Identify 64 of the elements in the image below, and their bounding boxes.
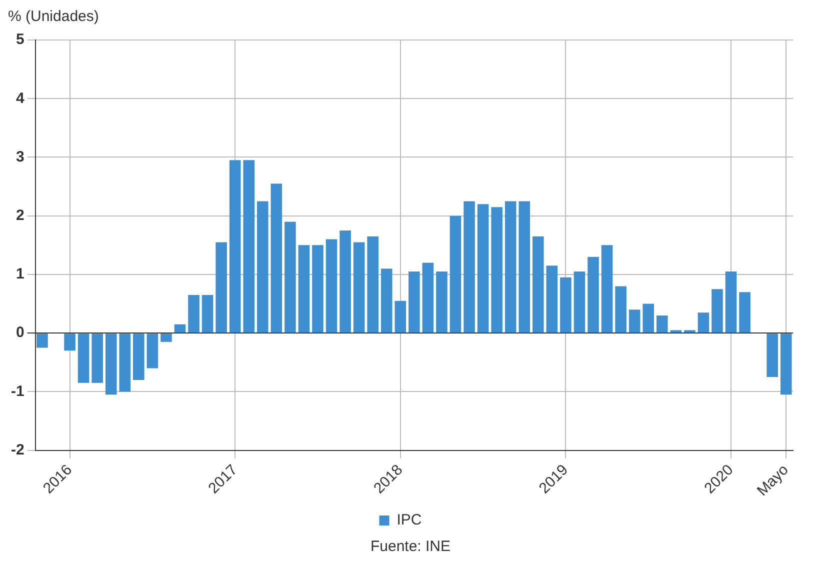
bar xyxy=(353,242,365,333)
bar xyxy=(601,245,613,333)
bar xyxy=(216,242,227,333)
bar xyxy=(628,310,640,333)
bar xyxy=(243,160,255,333)
bar xyxy=(160,334,172,342)
y-axis-title: % (Unidades) xyxy=(8,8,100,27)
bar xyxy=(298,245,310,333)
bar xyxy=(574,272,586,333)
bar xyxy=(92,334,103,383)
bar xyxy=(615,286,626,333)
y-tick-label: 3 xyxy=(16,148,24,166)
bar xyxy=(588,256,599,333)
bar xyxy=(326,239,338,333)
y-tick-label: 4 xyxy=(16,90,25,107)
bar xyxy=(408,272,420,333)
y-tick-label: 1 xyxy=(16,266,24,283)
bar xyxy=(367,236,378,333)
bar xyxy=(491,207,502,333)
bar xyxy=(698,312,710,333)
bar xyxy=(64,334,76,351)
bar xyxy=(78,334,90,383)
bar xyxy=(36,334,48,348)
bar xyxy=(725,272,737,333)
bar xyxy=(766,334,778,378)
y-tick-label: 2 xyxy=(16,207,24,224)
bar xyxy=(464,201,475,333)
bar xyxy=(422,262,434,333)
y-tick-label: 5 xyxy=(16,31,24,48)
bar xyxy=(105,334,117,395)
bar xyxy=(656,316,668,333)
bar xyxy=(450,216,462,333)
bar xyxy=(188,294,200,333)
bar xyxy=(712,289,723,333)
bar xyxy=(670,330,682,333)
bar xyxy=(119,334,131,392)
y-tick-label: -2 xyxy=(10,441,24,458)
bar xyxy=(532,236,544,333)
bar xyxy=(312,245,324,333)
source-note: Fuente: INE xyxy=(370,538,451,555)
bar xyxy=(780,334,792,395)
bar xyxy=(270,184,282,333)
bar xyxy=(504,201,516,333)
bar xyxy=(560,277,572,333)
legend-label: IPC xyxy=(396,512,422,529)
bar xyxy=(133,334,144,380)
bar xyxy=(642,304,654,333)
bar xyxy=(394,300,406,333)
bar xyxy=(229,160,241,333)
bar xyxy=(256,201,268,333)
y-tick-label: 0 xyxy=(16,324,24,342)
bar xyxy=(380,268,392,333)
bar xyxy=(202,294,214,333)
bar xyxy=(284,222,296,333)
bar xyxy=(546,266,558,333)
y-tick-label: -1 xyxy=(10,382,24,400)
bar xyxy=(146,334,158,368)
bar xyxy=(436,272,448,333)
bar xyxy=(518,201,530,333)
bar xyxy=(340,230,351,333)
bar xyxy=(684,330,696,333)
bar xyxy=(174,324,186,333)
bar xyxy=(477,204,489,333)
bar xyxy=(739,292,750,333)
